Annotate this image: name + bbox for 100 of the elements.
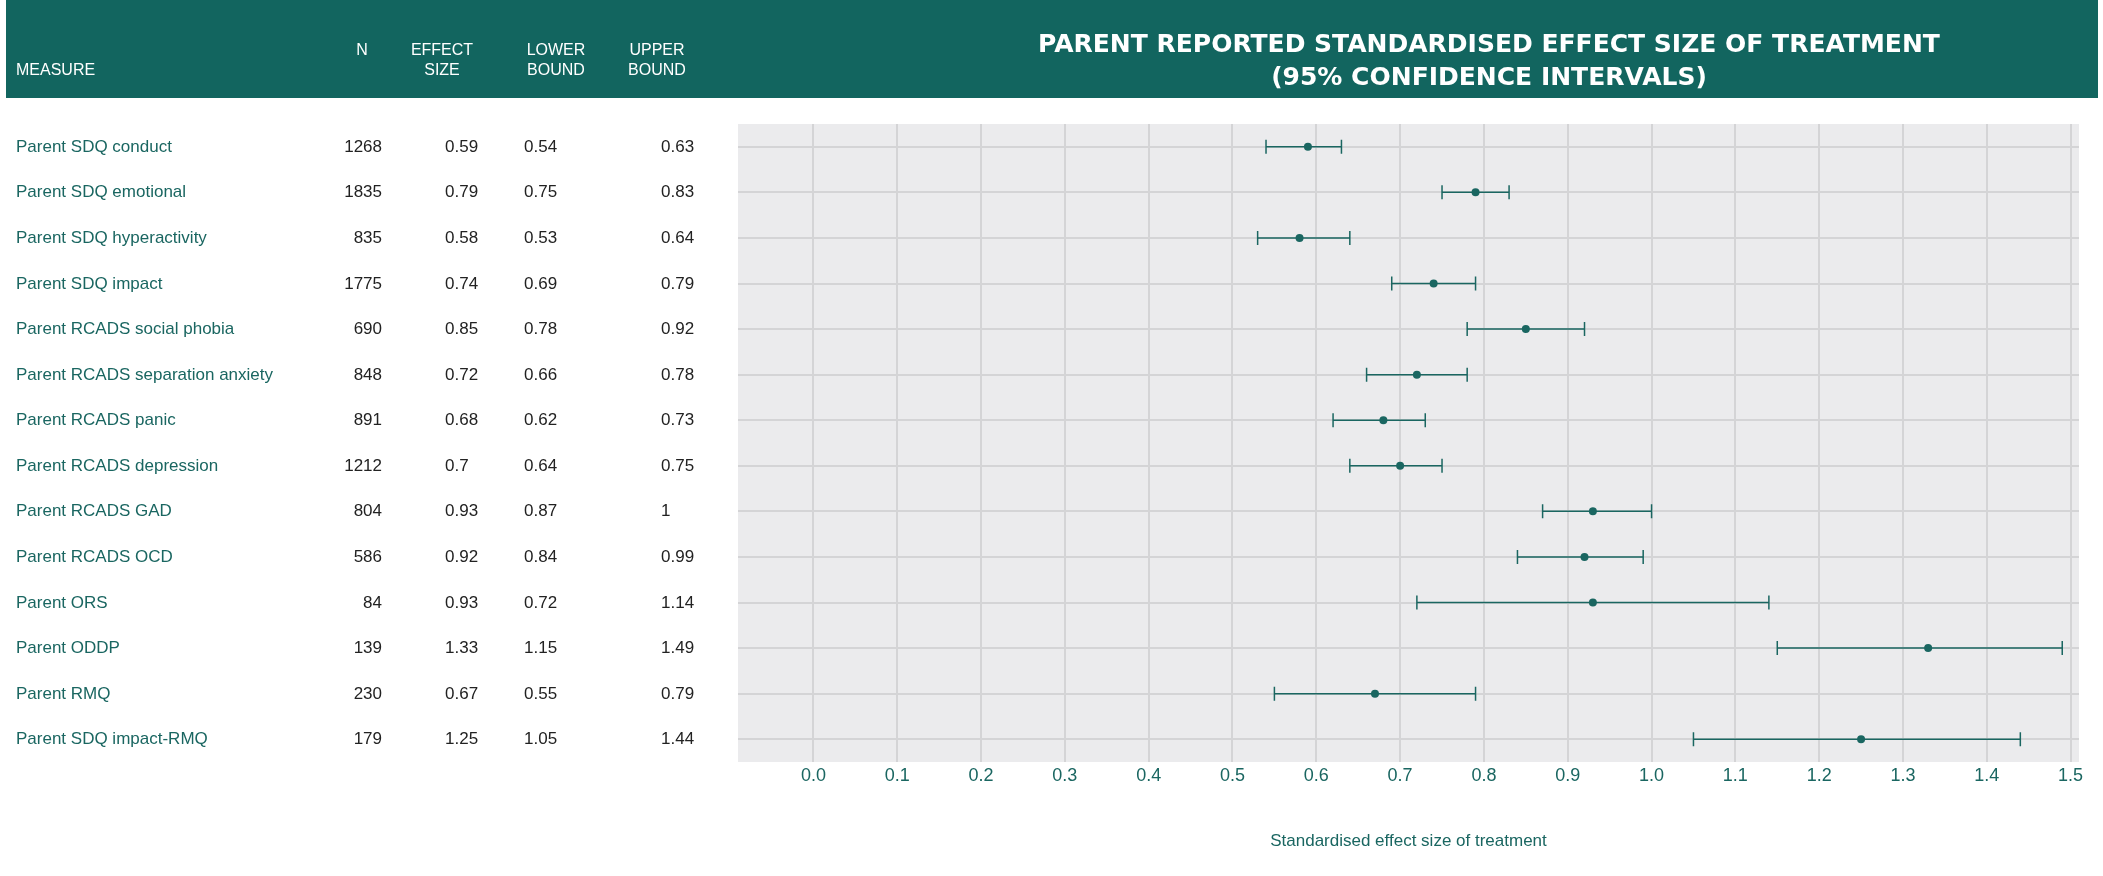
text: UPPER BOUND [628, 40, 686, 80]
text: 1.49 [661, 638, 695, 659]
point [1429, 279, 1438, 288]
point [1521, 325, 1530, 334]
text: 139 [353, 638, 382, 659]
text: Parent RCADS OCD [16, 546, 173, 567]
text: 0.87 [524, 501, 558, 522]
text: 0.99 [661, 546, 695, 567]
text: 0.64 [524, 455, 558, 476]
text: Parent RCADS GAD [16, 501, 172, 522]
x-tick-label: 0.9 [1555, 765, 1581, 785]
text: 1.05 [524, 729, 558, 750]
text: 0.55 [524, 683, 558, 704]
text: 0.74 [445, 273, 479, 294]
text: 0.68 [445, 410, 479, 431]
x-tick-label: 1.5 [2058, 765, 2084, 785]
text: 0.83 [661, 182, 695, 203]
text: 0.58 [445, 227, 479, 248]
text: 0.92 [661, 319, 695, 340]
x-tick-label: 0.2 [968, 765, 994, 785]
text: 0.92 [445, 546, 479, 567]
text: 804 [353, 501, 382, 522]
point [1924, 644, 1933, 653]
text: EFFECT SIZE [410, 40, 474, 80]
text: 586 [353, 546, 382, 567]
text: 0.59 [445, 136, 479, 157]
text: 1268 [344, 136, 382, 157]
text: 1.15 [524, 638, 558, 659]
text: Parent SDQ impact [16, 273, 163, 294]
text: Parent RCADS depression [16, 455, 219, 476]
text: 0.64 [661, 227, 695, 248]
text: 1835 [344, 182, 382, 203]
text: 0.84 [524, 546, 558, 567]
x-tick-label: 0.8 [1471, 765, 1497, 785]
text: 0.73 [661, 410, 695, 431]
text: 1 [661, 501, 671, 522]
x-tick-label: 0.5 [1219, 765, 1246, 785]
text: 0.72 [524, 592, 558, 613]
text: 690 [353, 319, 382, 340]
point [1588, 598, 1597, 607]
text: Parent RCADS panic [16, 410, 176, 431]
text: 0.93 [445, 501, 479, 522]
x-tick-label: 1.1 [1722, 765, 1748, 785]
text: N [356, 40, 368, 60]
x-tick-label: 1.4 [1974, 765, 2000, 785]
text: 0.85 [445, 319, 479, 340]
text: 230 [353, 683, 382, 704]
x-tick-label: 0.6 [1303, 765, 1329, 785]
text: Parent RCADS social phobia [16, 319, 235, 340]
text: 1.25 [445, 729, 479, 750]
point [1471, 188, 1480, 197]
text: LOWER BOUND [526, 40, 586, 80]
text: 0.63 [661, 136, 695, 157]
x-tick-label: 1.2 [1806, 765, 1832, 785]
text: 1775 [344, 273, 382, 294]
text: Parent SDQ hyperactivity [16, 227, 207, 248]
text: 0.53 [524, 227, 558, 248]
x-tick-label: 0.0 [800, 765, 826, 785]
text: 1.33 [445, 638, 479, 659]
point [1303, 142, 1312, 151]
point [1396, 461, 1405, 470]
chart-title: PARENT REPORTED STANDARDISED EFFECT SIZE OF TREATMENT (95% CONFIDENCE INTERVALS) [1038, 29, 1940, 91]
text: 0.75 [661, 455, 695, 476]
x-tick-label: 1.3 [1890, 765, 1916, 785]
text: 0.78 [661, 364, 695, 385]
text: 1.44 [661, 729, 695, 750]
x-tick-label: 1.0 [1639, 765, 1665, 785]
text: 0.66 [524, 364, 558, 385]
text: 0.7 [445, 455, 469, 476]
text: 0.79 [661, 683, 695, 704]
text: 0.54 [524, 136, 558, 157]
text: 1.14 [661, 592, 695, 613]
text: 0.62 [524, 410, 558, 431]
text: 1212 [344, 455, 382, 476]
text: 0.72 [445, 364, 479, 385]
point [1580, 552, 1589, 561]
x-tick-label: 0.4 [1136, 765, 1162, 785]
text: Parent SDQ impact-RMQ [16, 729, 208, 750]
text: Parent SDQ emotional [16, 182, 187, 203]
text: 848 [353, 364, 382, 385]
text: 0.75 [524, 182, 558, 203]
point [1379, 416, 1388, 425]
text: Parent ORS [16, 592, 108, 613]
text: 179 [353, 729, 382, 750]
x-axis-title: Standardised effect size of treatment [1270, 831, 1548, 851]
text: Parent ODDP [16, 638, 120, 659]
text: 0.93 [445, 592, 479, 613]
text: Parent RMQ [16, 683, 111, 704]
point [1588, 507, 1597, 516]
text: MEASURE [16, 60, 96, 80]
x-tick-label: 0.1 [884, 765, 910, 785]
point [1370, 689, 1379, 698]
text: 0.79 [445, 182, 479, 203]
text: 0.69 [524, 273, 558, 294]
text: Parent RCADS separation anxiety [16, 364, 274, 385]
point [1412, 370, 1421, 379]
text: 84 [363, 592, 382, 613]
text: 0.67 [445, 683, 479, 704]
x-tick-label: 0.7 [1387, 765, 1413, 785]
text: 0.78 [524, 319, 558, 340]
